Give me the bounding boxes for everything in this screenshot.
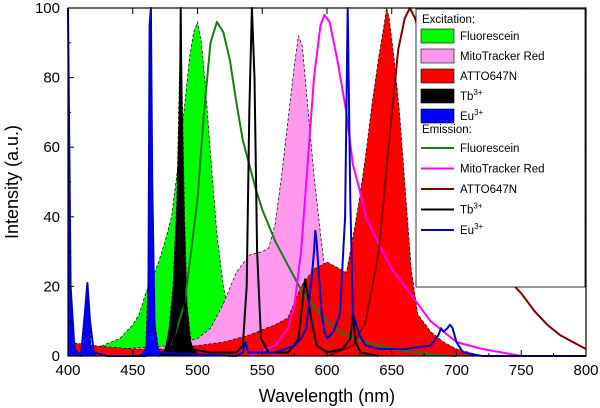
- x-axis-title: Wavelength (nm): [259, 386, 395, 406]
- excitation-area-tb3: [157, 25, 199, 357]
- legend: Excitation: Fluorescein MitoTracker Red ATT…: [415, 8, 586, 288]
- x-tick-label: 400: [55, 362, 80, 379]
- x-tick-label: 650: [379, 362, 404, 379]
- legend-swatch-excitation-tb3: [420, 88, 455, 104]
- x-tick-label: 550: [250, 362, 275, 379]
- legend-label-emission-mitotracker-red: MitoTracker Red: [460, 164, 545, 176]
- y-tick-label: 100: [35, 0, 60, 17]
- y-tick-label: 0: [52, 348, 60, 365]
- legend-label-excitation-atto647n: ATTO647N: [460, 71, 517, 83]
- excitation-area-atto647n: [67, 7, 483, 357]
- x-tick-label: 450: [120, 362, 145, 379]
- x-tick-label: 800: [573, 362, 598, 379]
- x-tick-label: 700: [444, 362, 469, 379]
- y-tick-label: 40: [43, 209, 60, 226]
- legend-swatch-excitation-mitotracker-red: [420, 48, 455, 64]
- y-tick-label: 80: [43, 70, 60, 87]
- legend-label-excitation-mitotracker-red: MitoTracker Red: [460, 51, 545, 63]
- x-tick-label: 500: [185, 362, 210, 379]
- legend-excitation-title: Excitation:: [422, 14, 475, 26]
- legend-swatch-excitation-atto647n: [420, 68, 455, 84]
- legend-label-emission-atto647n: ATTO647N: [460, 184, 517, 196]
- legend-label-excitation-fluorescein: Fluorescein: [460, 31, 519, 43]
- y-axis-title: Intensity (a.u.): [2, 125, 22, 239]
- emission-line-fluorescein: [170, 20, 457, 357]
- legend-swatch-excitation-fluorescein: [420, 28, 455, 44]
- legend-swatch-excitation-eu3: [420, 108, 455, 124]
- emission-line-tb3: [158, 7, 379, 357]
- x-tick-label: 600: [314, 362, 339, 379]
- legend-label-emission-fluorescein: Fluorescein: [460, 143, 519, 155]
- y-tick-label: 60: [43, 139, 60, 156]
- y-tick-label: 20: [43, 278, 60, 295]
- x-tick-label: 750: [509, 362, 534, 379]
- axis-tick-labels: 400 450 500 550 600 650 700 750 800 0 20 40 60 80 100: [35, 0, 599, 379]
- axis-ticks: [67, 7, 587, 357]
- legend-emission-title: Emission:: [422, 124, 472, 136]
